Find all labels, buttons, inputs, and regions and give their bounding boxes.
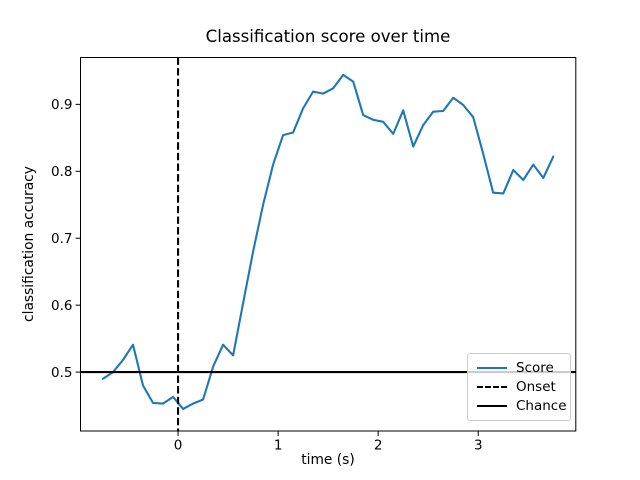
y-tick-label: 0.5: [51, 365, 72, 381]
y-tick-label: 0.9: [51, 97, 72, 113]
x-axis-label: time (s): [301, 452, 355, 468]
x-tick-label: 2: [374, 438, 383, 454]
y-tick-label: 0.7: [51, 231, 72, 247]
x-tick-label: 1: [274, 438, 283, 454]
y-tick-label: 0.6: [51, 298, 72, 314]
legend-label-onset: Onset: [516, 379, 556, 395]
chance-line-sample: [477, 405, 507, 407]
y-tick-label: 0.8: [51, 164, 72, 180]
chart-title: Classification score over time: [205, 27, 451, 46]
legend-label-chance: Chance: [516, 398, 567, 414]
y-axis-label: classification accuracy: [21, 166, 37, 322]
x-tick-label: 0: [174, 438, 183, 454]
onset-line-sample: [477, 386, 507, 388]
legend-row-score: Score: [477, 359, 562, 377]
legend-row-onset: Onset: [477, 378, 562, 396]
legend: Score Onset Chance: [467, 353, 571, 421]
x-tick-label: 3: [474, 438, 483, 454]
legend-label-score: Score: [516, 360, 554, 376]
score-line-sample: [477, 367, 507, 369]
axes-spines: [80, 57, 577, 432]
legend-row-chance: Chance: [477, 397, 567, 415]
